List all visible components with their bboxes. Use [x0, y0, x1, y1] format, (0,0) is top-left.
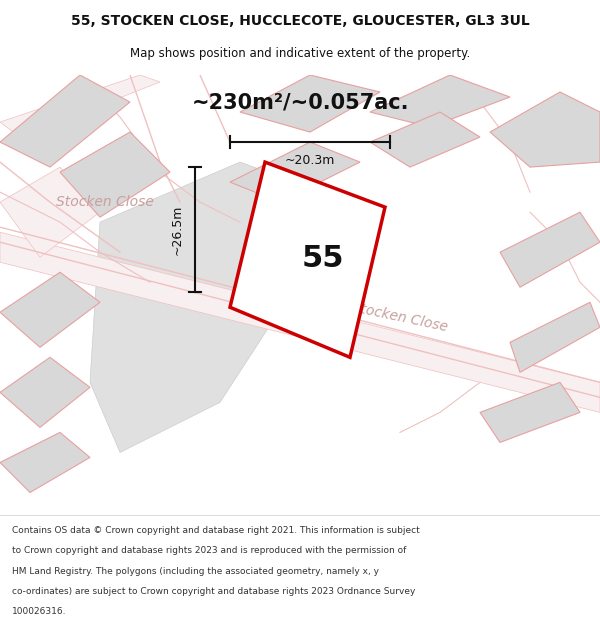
Text: Map shows position and indicative extent of the property.: Map shows position and indicative extent… [130, 48, 470, 61]
Polygon shape [500, 212, 600, 288]
Polygon shape [0, 167, 100, 258]
Text: 55, STOCKEN CLOSE, HUCCLECOTE, GLOUCESTER, GL3 3UL: 55, STOCKEN CLOSE, HUCCLECOTE, GLOUCESTE… [71, 14, 529, 28]
Polygon shape [0, 75, 160, 137]
Polygon shape [490, 92, 600, 167]
Text: 55: 55 [301, 244, 344, 273]
Polygon shape [0, 75, 130, 167]
Text: Stocken Close: Stocken Close [350, 300, 449, 334]
Text: 100026316.: 100026316. [12, 607, 67, 616]
Text: Contains OS data © Crown copyright and database right 2021. This information is : Contains OS data © Crown copyright and d… [12, 526, 420, 535]
Text: ~230m²/~0.057ac.: ~230m²/~0.057ac. [191, 92, 409, 112]
Text: ~20.3m: ~20.3m [285, 154, 335, 167]
Text: Stocken Close: Stocken Close [56, 195, 154, 209]
Text: to Crown copyright and database rights 2023 and is reproduced with the permissio: to Crown copyright and database rights 2… [12, 546, 406, 555]
Polygon shape [90, 162, 350, 452]
Polygon shape [480, 382, 580, 442]
Polygon shape [230, 162, 385, 358]
Text: HM Land Registry. The polygons (including the associated geometry, namely x, y: HM Land Registry. The polygons (includin… [12, 566, 379, 576]
Text: ~26.5m: ~26.5m [170, 204, 184, 255]
Polygon shape [370, 75, 510, 127]
Polygon shape [60, 132, 170, 217]
Polygon shape [230, 142, 360, 202]
Polygon shape [0, 272, 100, 348]
Polygon shape [510, 302, 600, 372]
Polygon shape [0, 357, 90, 428]
Polygon shape [0, 432, 90, 492]
Text: co-ordinates) are subject to Crown copyright and database rights 2023 Ordnance S: co-ordinates) are subject to Crown copyr… [12, 587, 415, 596]
Polygon shape [240, 75, 380, 132]
Polygon shape [370, 112, 480, 167]
Polygon shape [0, 232, 600, 412]
